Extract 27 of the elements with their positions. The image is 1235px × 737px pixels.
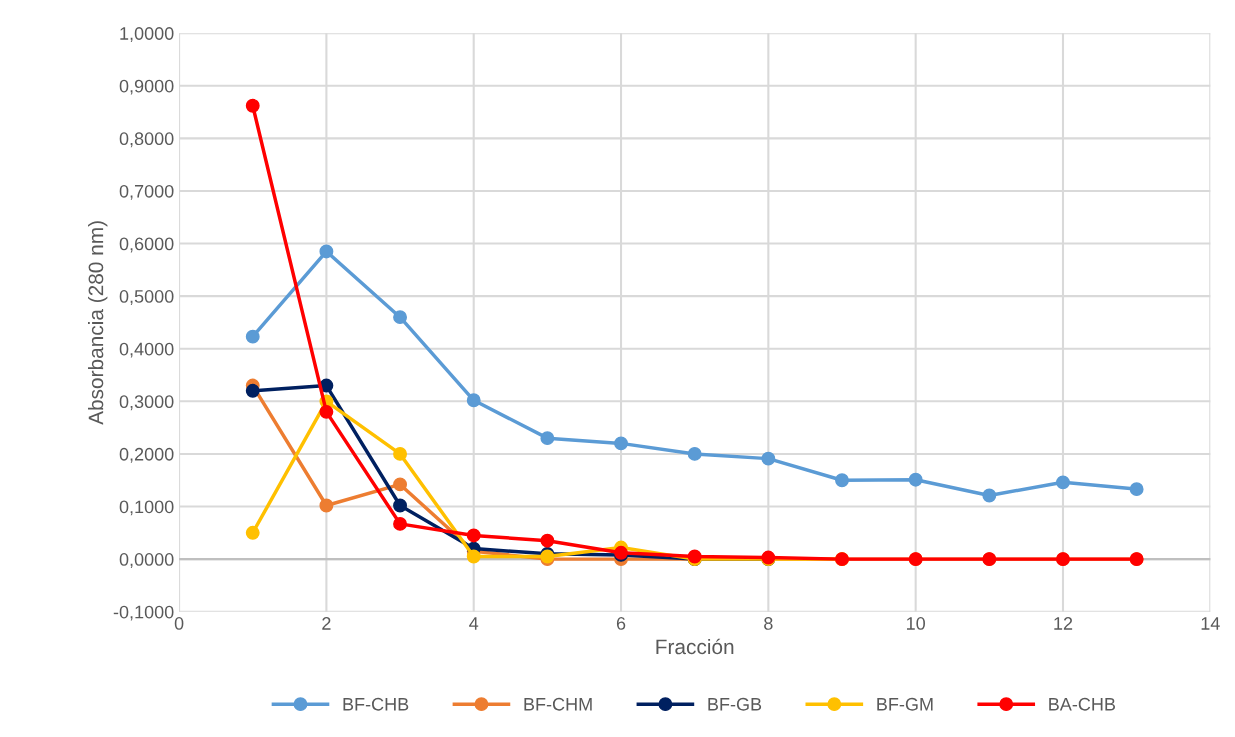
x-tick-label: 10 [907,617,925,630]
legend-label: BF-GM [877,697,933,711]
y-tick-label: -0,1000 [113,605,174,621]
y-tick-label: 0,9000 [119,79,174,95]
x-tick-label: 8 [764,617,773,630]
y-tick-label: 0,7000 [119,184,174,200]
x-tick-label: 6 [616,617,626,630]
legend-label: BF-CHB [343,697,409,711]
x-tick-label: 4 [469,617,479,630]
x-tick-label: 2 [322,617,331,630]
legend-label: BF-GB [708,697,762,711]
y-tick-label: 0,8000 [119,132,174,148]
x-tick-label: 12 [1054,617,1073,630]
y-tick-label: 0,3000 [119,395,174,411]
legend-label: BA-CHB [1049,697,1116,711]
y-tick-label: 0,1000 [119,500,174,516]
x-tick-label: 0 [174,617,184,630]
y-tick-label: 0,2000 [119,447,174,463]
y-tick-label: 0,4000 [119,342,174,358]
y-tick-label: 1,0000 [120,27,174,43]
y-axis-title: Absorbancia (280 nm) [88,221,108,425]
y-tick-label: 0,5000 [119,290,174,305]
legend-label: BF-CHM [524,697,592,711]
x-axis-title: Fracción [656,638,734,655]
y-tick-label: 0,6000 [119,237,174,253]
x-tick-label: 14 [1201,617,1220,630]
y-tick-label: 0,0000 [119,553,174,568]
